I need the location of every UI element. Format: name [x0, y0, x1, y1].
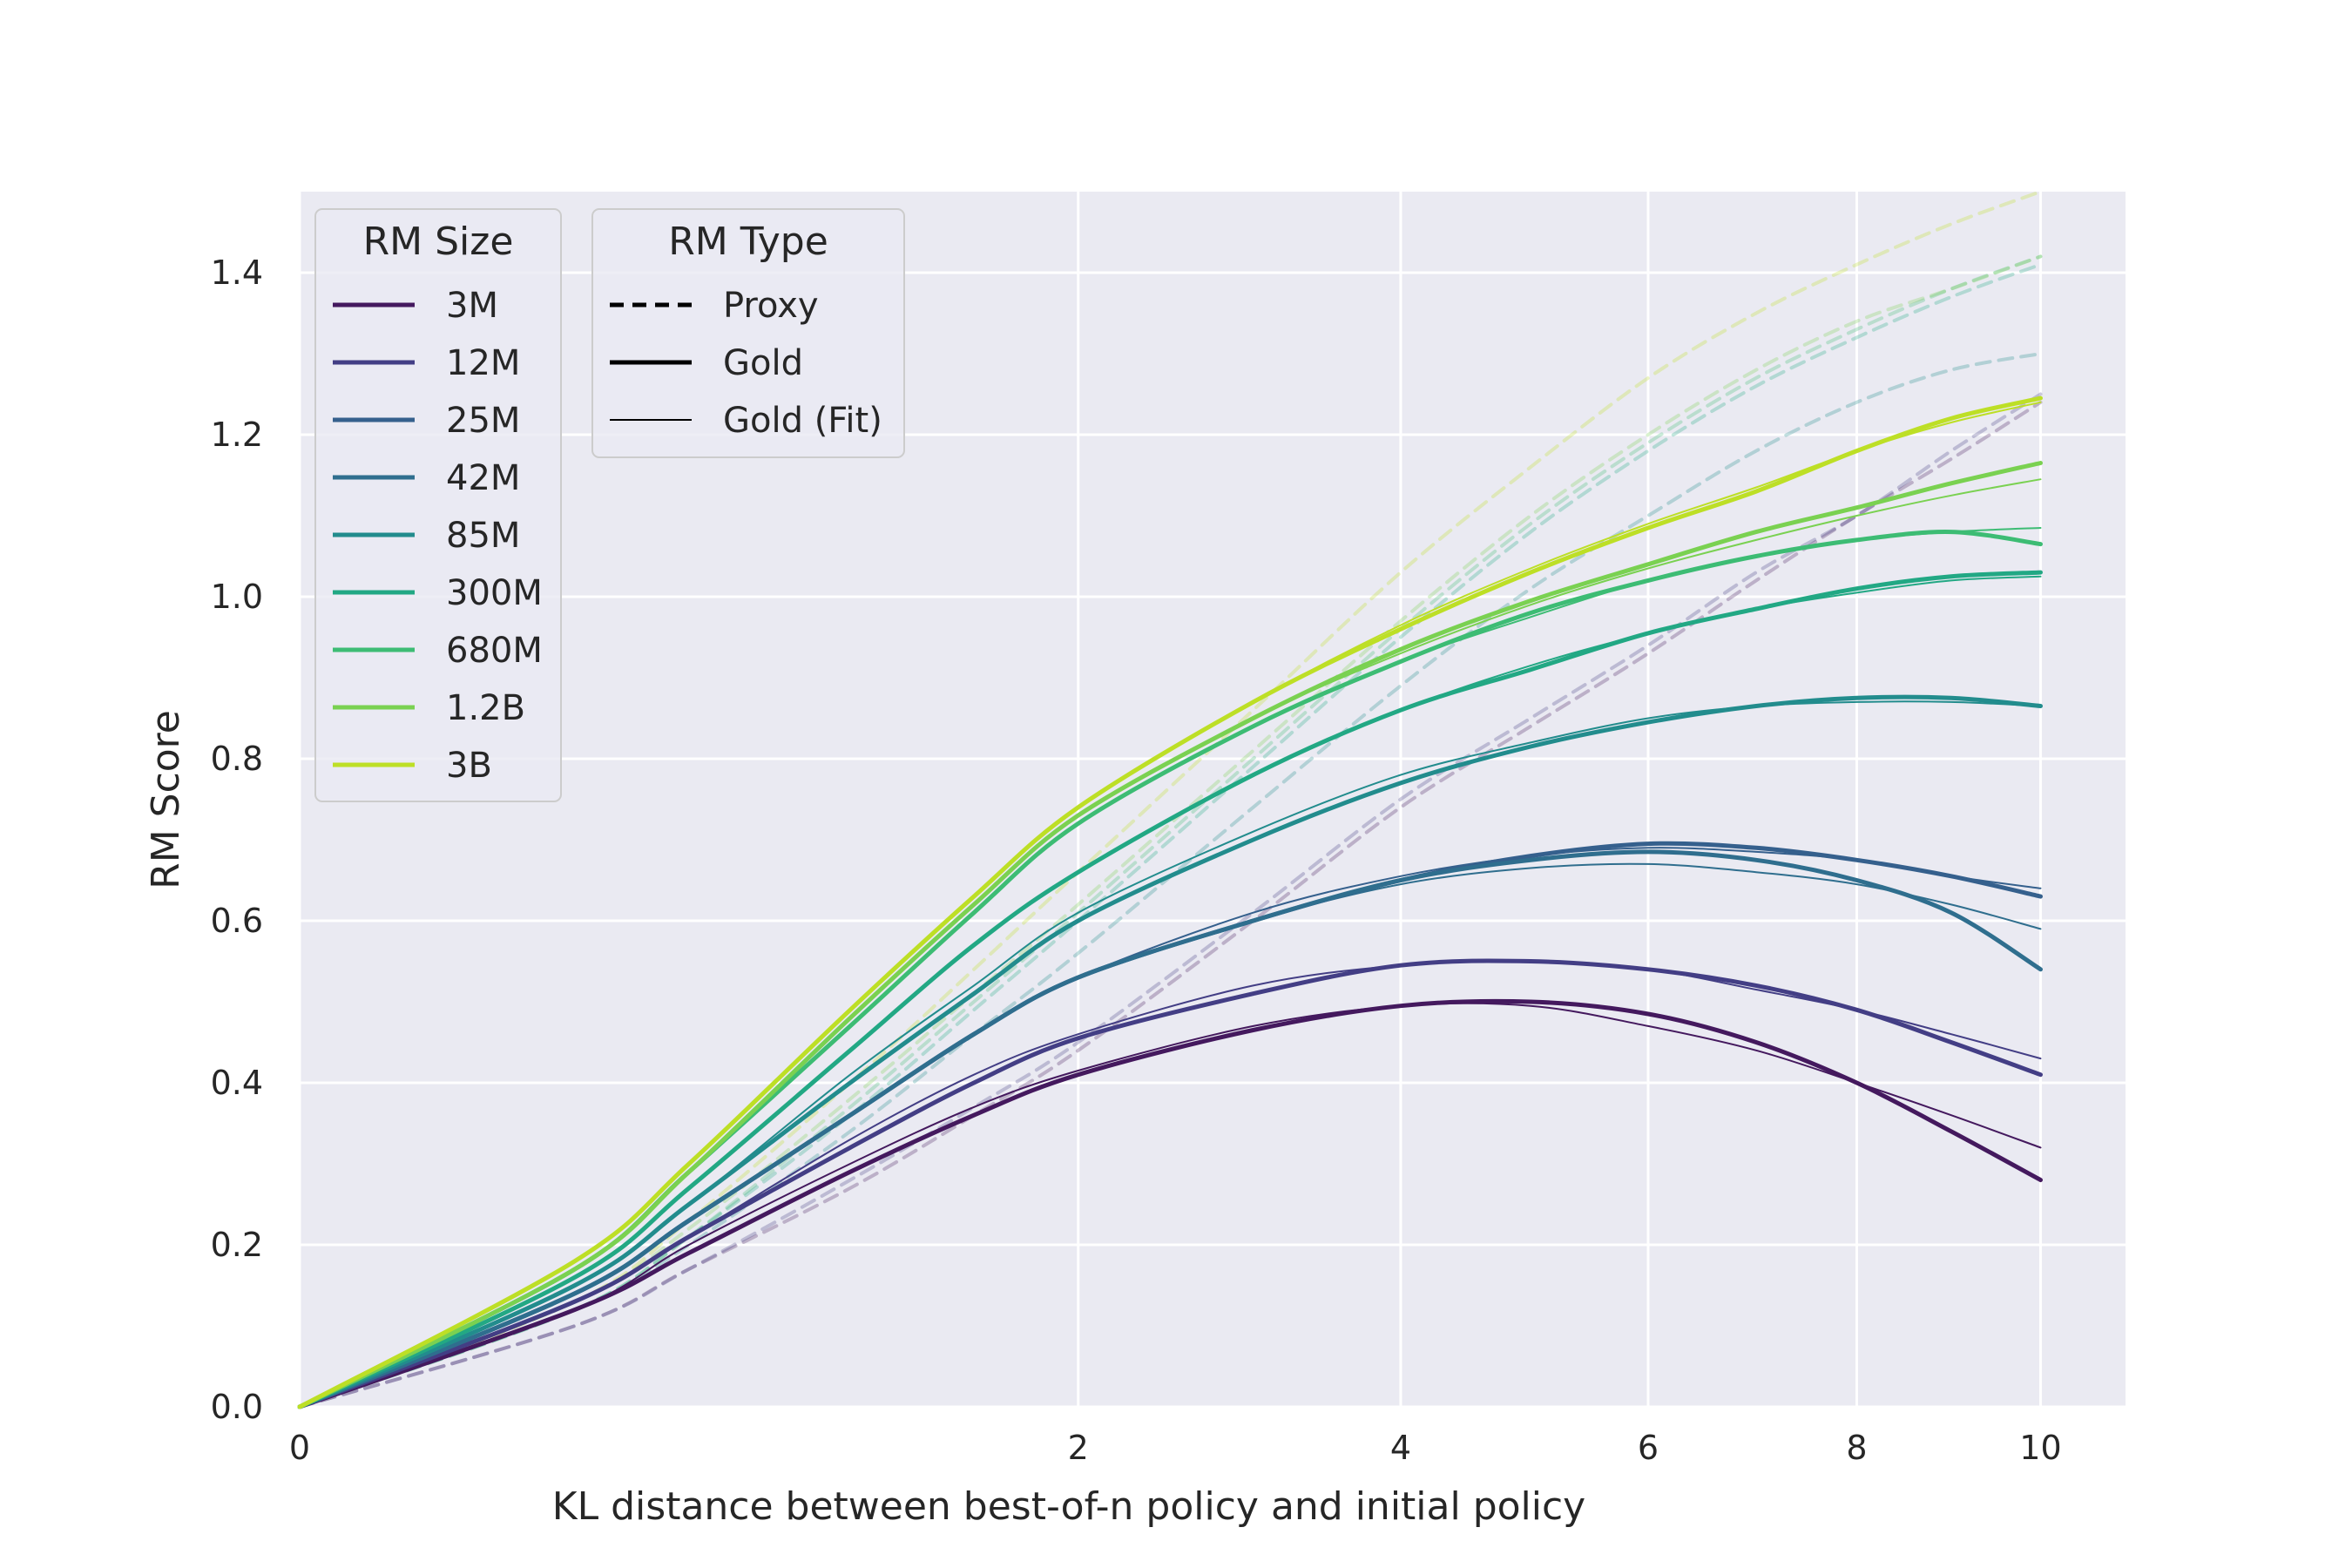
legend-rm-type-frame — [591, 208, 905, 458]
series-line-12m-proxy — [298, 392, 2043, 1409]
legend-label: 25M — [446, 401, 520, 441]
plot-background — [300, 192, 2126, 1407]
y-tick-labels: 0.0 0.2 0.4 0.6 0.8 1.0 1.2 1.4 — [211, 253, 263, 1426]
legend-rm-type-title: RM Type — [668, 220, 828, 264]
grid-layer — [298, 192, 2126, 1409]
y-tick-label: 0.6 — [211, 902, 263, 940]
y-tick-label: 0.0 — [211, 1388, 263, 1426]
legend-label: 42M — [446, 458, 520, 498]
legend-label: 680M — [446, 631, 543, 671]
series-line-1-2b-gold — [297, 461, 2043, 1409]
legend-rm-size-title: RM Size — [363, 220, 514, 264]
y-tick-label: 0.8 — [211, 740, 263, 778]
legend-label: 1.2B — [446, 688, 525, 728]
x-tick-labels: 0 2 4 6 8 10 — [289, 1429, 2062, 1467]
series-line-3b-gold — [297, 395, 2043, 1409]
y-tick-label: 1.2 — [211, 416, 263, 454]
series-line-12m-gold — [297, 958, 2043, 1409]
series-line-85m-gold — [297, 694, 2043, 1409]
legend-label: Gold — [723, 343, 803, 383]
legend-rm-type: RM Type Proxy Gold Gold (Fit) — [591, 208, 905, 458]
legend-rm-type-entries: Proxy Gold Gold (Fit) — [610, 286, 882, 441]
legend-label: Proxy — [723, 286, 819, 326]
legend-label: 12M — [446, 343, 520, 383]
legend-rm-size-entries: 3M 12M 25M 42M 85M 300M 680M 1.2B 3B — [333, 286, 543, 786]
x-tick-label: 6 — [1638, 1429, 1659, 1467]
x-tick-label: 8 — [1846, 1429, 1867, 1467]
x-tick-label: 10 — [2019, 1429, 2061, 1467]
legend-label: Gold (Fit) — [723, 401, 882, 441]
legend-label: 300M — [446, 573, 543, 613]
series-line-42m-gold — [297, 849, 2043, 1409]
x-tick-label: 0 — [289, 1429, 310, 1467]
x-tick-label: 2 — [1068, 1429, 1089, 1467]
y-tick-label: 0.4 — [211, 1064, 263, 1102]
legend-rm-size-frame — [314, 208, 562, 802]
y-axis-label: RM Score — [144, 710, 188, 889]
series-line-300m-proxy — [298, 262, 2043, 1409]
series-line-3m-gold — [297, 998, 2043, 1409]
series-line-680m-proxy — [298, 254, 2043, 1409]
y-tick-label: 0.2 — [211, 1226, 263, 1264]
series-layer — [297, 190, 2043, 1409]
series-line-300m-gold — [297, 570, 2043, 1409]
legend-label: 3B — [446, 746, 492, 786]
y-tick-label: 1.4 — [211, 253, 263, 292]
series-line-3m-goldfit — [299, 1002, 2042, 1408]
legend-label: 3M — [446, 286, 498, 326]
x-axis-label: KL distance between best-of-n policy and… — [552, 1484, 1585, 1529]
y-tick-label: 1.0 — [211, 578, 263, 616]
series-line-1-2b-proxy — [298, 254, 2043, 1409]
x-tick-label: 4 — [1390, 1429, 1411, 1467]
legend-rm-size: RM Size 3M 12M 25M 42M 85M 300M 680M 1.2B 3B — [314, 208, 562, 802]
legend-label: 85M — [446, 516, 520, 556]
